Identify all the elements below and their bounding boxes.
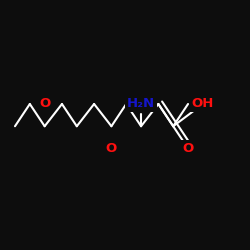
Text: H₂N: H₂N: [127, 98, 155, 110]
Text: O: O: [39, 98, 50, 110]
Text: O: O: [106, 142, 117, 155]
Text: O: O: [182, 142, 194, 155]
Text: OH: OH: [192, 98, 214, 110]
